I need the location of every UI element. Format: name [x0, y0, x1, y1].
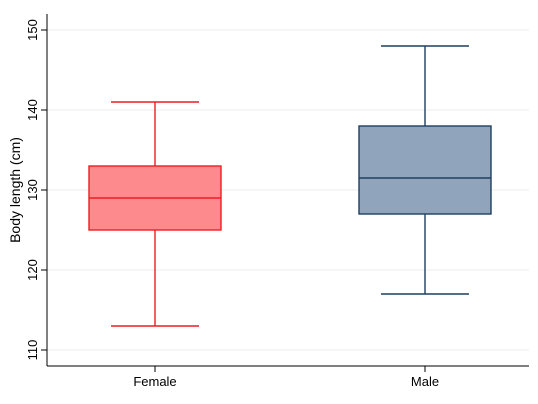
- box-male: [358, 45, 492, 295]
- y-tick-label-110: 110: [25, 340, 40, 361]
- y-tick-label-120: 120: [25, 259, 40, 281]
- x-tick-label-female: Female: [133, 374, 176, 389]
- iqr-box: [358, 125, 492, 215]
- x-categories: Female Male: [133, 366, 439, 389]
- box-female: [88, 101, 222, 327]
- y-axis-label: Body length (cm): [7, 137, 23, 243]
- y-tick-label-140: 140: [25, 99, 40, 121]
- boxes: [88, 45, 492, 327]
- y-ticks: 110 120 130 140 150: [25, 19, 47, 360]
- y-tick-label-130: 130: [25, 179, 40, 201]
- x-tick-label-male: Male: [411, 374, 439, 389]
- y-tick-label-150: 150: [25, 19, 40, 41]
